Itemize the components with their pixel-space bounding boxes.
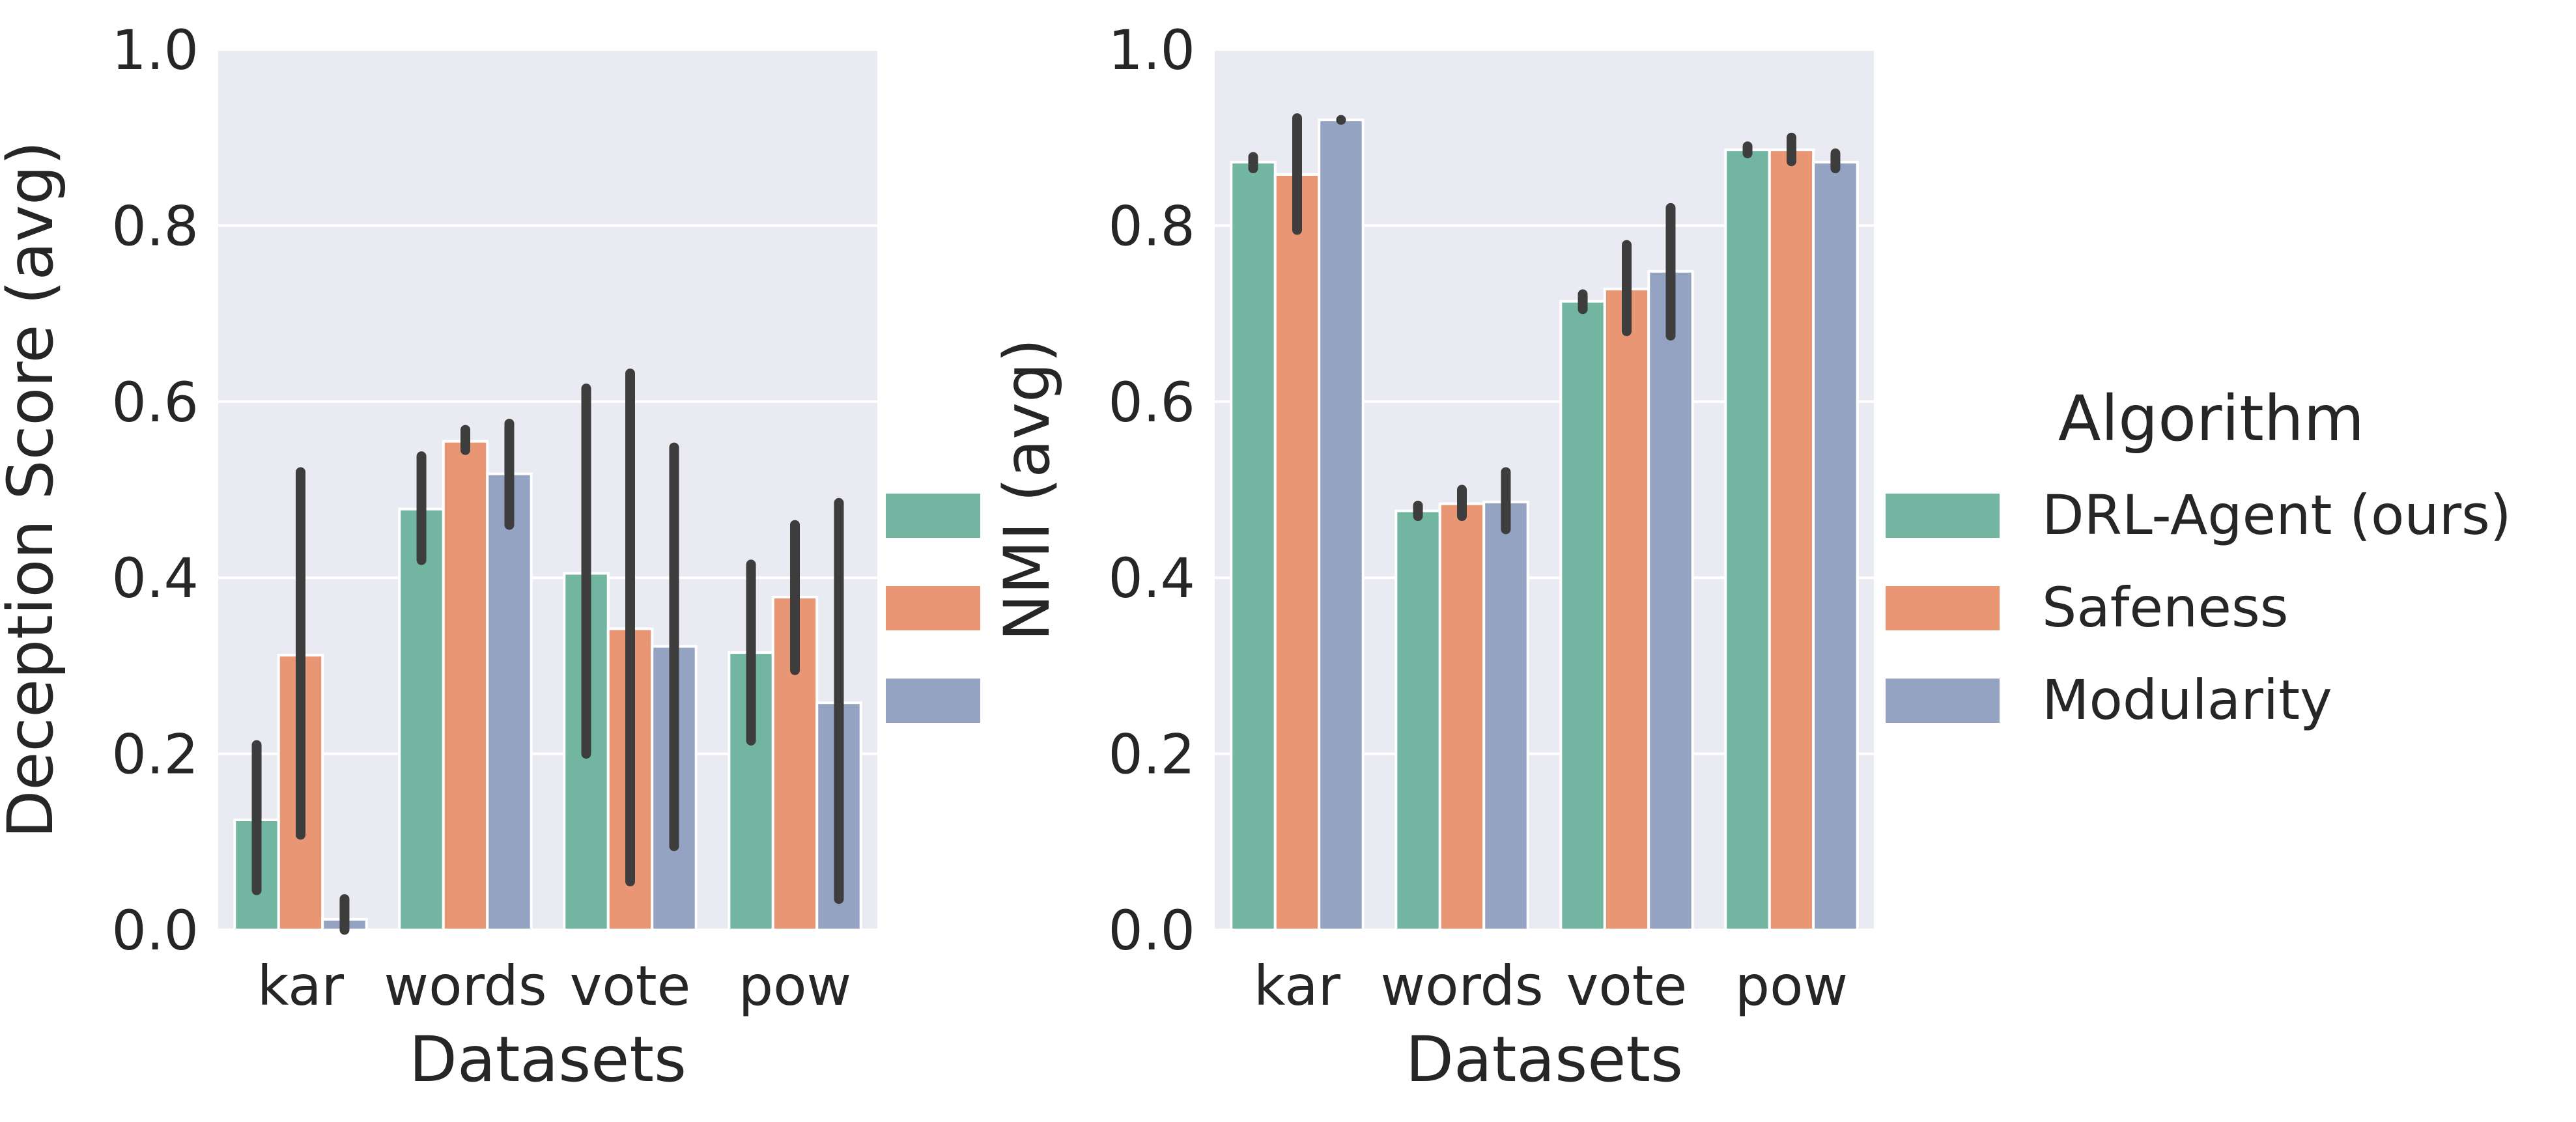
bar-words-0 <box>398 507 445 931</box>
legend-swatch <box>1886 586 2000 630</box>
bar-pow-1 <box>1768 148 1815 931</box>
bar-words-1 <box>1438 502 1486 931</box>
bar-words-2 <box>486 472 533 931</box>
clipped-legend-swatch <box>886 679 980 723</box>
x-tick-label: pow <box>739 954 851 1018</box>
bar-kar-1 <box>1273 173 1321 931</box>
legend: Algorithm DRL-Agent (ours) Safeness Modula… <box>1886 382 2512 732</box>
legend-title: Algorithm <box>2058 382 2364 455</box>
x-tick-label: words <box>384 954 546 1018</box>
clipped-legend-swatch <box>886 586 980 630</box>
bar-vote-0 <box>1559 300 1606 931</box>
x-tick-label: vote <box>570 954 691 1018</box>
x-axis-label: Datasets <box>409 1023 686 1096</box>
y-tick-label: 0.6 <box>111 371 199 434</box>
y-tick-label: 0.2 <box>1108 723 1195 787</box>
y-axis-label: Deception Score (avg) <box>0 141 67 838</box>
chart-panel-deception-score: 0.0 0.2 0.4 0.6 0.8 1.0 kar words vote pow Dataset… <box>0 18 980 1096</box>
bar-pow-0 <box>1724 148 1771 931</box>
y-tick-label: 0.8 <box>1108 194 1195 258</box>
x-axis-label: Datasets <box>1406 1023 1683 1096</box>
x-tick-label: words <box>1380 954 1543 1018</box>
y-tick-label: 0.4 <box>1108 546 1195 610</box>
x-tick-label: vote <box>1566 954 1688 1018</box>
y-tick-label: 1.0 <box>1108 18 1195 82</box>
bar-words-2 <box>1482 500 1529 931</box>
legend-entry-label: Safeness <box>2042 576 2289 639</box>
bar-words-1 <box>442 440 489 931</box>
x-tick-label: pow <box>1735 954 1848 1018</box>
bar-kar-0 <box>1230 161 1277 931</box>
legend-entry-label: Modularity <box>2042 668 2332 732</box>
legend-entry-label: DRL-Agent (ours) <box>2042 483 2512 547</box>
bar-kar-2 <box>1318 119 1365 931</box>
y-tick-label: 0.4 <box>111 546 199 610</box>
x-tick-label: kar <box>1254 954 1341 1018</box>
bar-vote-1 <box>1603 287 1650 931</box>
x-tick-label: kar <box>257 954 345 1018</box>
bar-vote-2 <box>1647 270 1694 932</box>
y-tick-label: 0.0 <box>111 899 199 962</box>
y-axis-label: NMI (avg) <box>991 339 1064 641</box>
y-tick-label: 0.8 <box>111 194 199 258</box>
bar-words-0 <box>1394 509 1441 931</box>
chart-panel-nmi: 0.0 0.2 0.4 0.6 0.8 1.0 kar words vote pow Dataset… <box>991 18 1874 1096</box>
legend-swatch <box>1886 494 2000 538</box>
bar-pow-2 <box>1812 161 1859 931</box>
legend-swatch <box>1886 679 2000 723</box>
y-tick-label: 0.2 <box>111 723 199 787</box>
y-tick-label: 0.6 <box>1108 371 1195 434</box>
y-tick-label: 1.0 <box>111 18 199 82</box>
clipped-legend-swatch <box>886 494 980 538</box>
y-tick-label: 0.0 <box>1108 899 1195 962</box>
